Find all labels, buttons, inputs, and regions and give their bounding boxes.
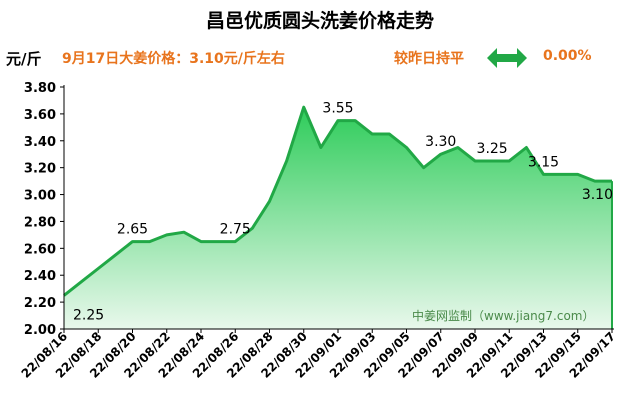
y-tick-label: 2.00 [24, 323, 56, 338]
data-label: 2.75 [220, 222, 251, 238]
y-tick-label: 3.00 [24, 189, 56, 204]
y-tick-label: 3.20 [24, 162, 56, 177]
price-note: 9月17日大姜价格：3.10元/斤左右 [62, 51, 285, 67]
y-tick-label: 2.60 [24, 242, 56, 257]
y-tick-label: 2.80 [24, 215, 56, 230]
y-tick-label: 2.20 [24, 296, 56, 311]
y-tick-label: 2.40 [24, 269, 56, 284]
watermark: 中姜网监制（www.jiang7.com） [412, 309, 595, 323]
data-label: 2.65 [117, 222, 148, 238]
data-label: 3.25 [477, 141, 508, 157]
y-tick-label: 3.60 [24, 108, 56, 123]
data-label: 3.55 [322, 101, 353, 117]
compare-label: 较昨日持平 [394, 51, 464, 67]
double-arrow-icon [487, 48, 527, 68]
data-label: 2.25 [73, 307, 104, 323]
data-label: 3.10 [582, 187, 613, 203]
y-tick-label: 3.40 [24, 135, 56, 150]
data-label: 3.30 [425, 134, 456, 150]
data-label: 3.15 [528, 154, 559, 170]
change-percent: 0.00% [543, 48, 592, 64]
y-axis-unit: 元/斤 [6, 50, 42, 68]
price-line [63, 105, 612, 297]
price-area-fill [64, 107, 612, 329]
y-tick-label: 3.80 [24, 81, 56, 96]
chart-title: 昌邑优质圆头洗姜价格走势 [205, 10, 434, 32]
